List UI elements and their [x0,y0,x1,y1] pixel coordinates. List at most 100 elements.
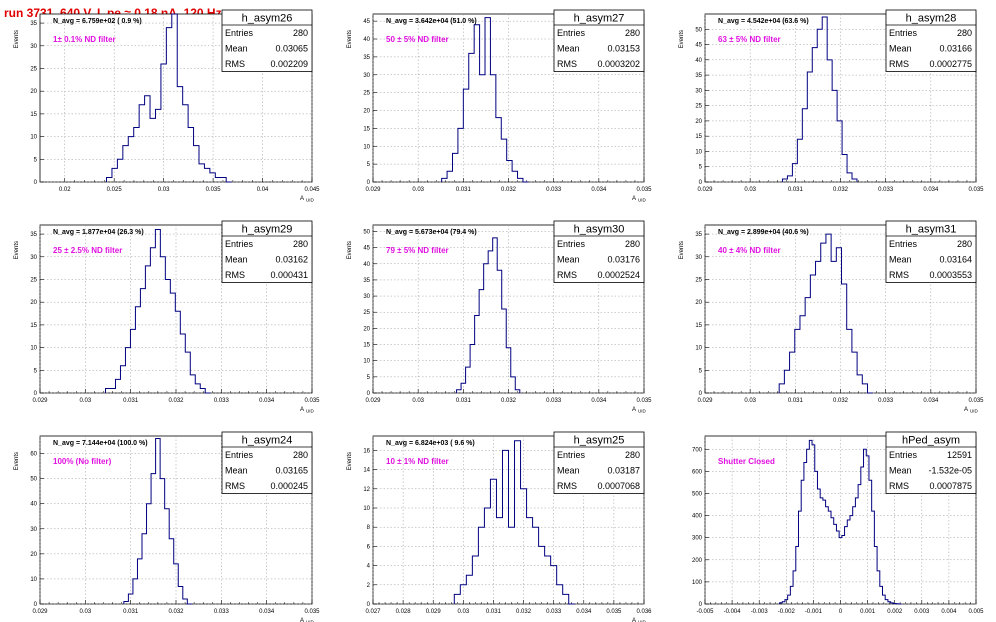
stats-value-mean: 0.03176 [607,255,640,265]
stats-key-rms: RMS [889,481,909,491]
y-tick-label: 0 [34,180,38,186]
x-tick-label: 0.03 [79,609,91,615]
histogram-series-h_asym29 [105,229,211,394]
y-tick-label: 10 [30,346,37,352]
stats-box [553,220,645,283]
x-tick-label: 0.032 [501,398,517,404]
navg-label: N_avg = 4.542e+04 (63.6 %) [718,18,809,25]
y-tick-label: 15 [695,323,702,329]
y-tick-label: 700 [692,447,703,453]
x-axis-title: A UID [300,618,315,622]
y-tick-label: 25 [30,66,37,72]
stats-box [221,431,313,494]
y-tick-label: 500 [692,491,703,497]
histogram-panel-hPed_asym: -0.005 -0.004 -0.003 -0.002 -0.001 0 0.001 0.00… [692,431,984,615]
x-tick-label: 0.034 [591,187,607,193]
stats-key-entries: Entries [557,28,586,38]
stats-box [885,220,977,283]
y-tick-label: 25 [695,277,702,283]
x-tick-label: -0.003 [751,609,769,615]
stats-title: h_asym29 [242,224,293,236]
y-tick-label: 20 [30,300,37,306]
histogram-panel-h_asym29: 0.029 0.03 0.031 0.032 0.033 0.034 0.035 0 5 10 15… [14,220,320,414]
y-tick-label: 5 [699,165,703,171]
y-tick-label: 5 [699,368,703,374]
x-tick-label: 0.027 [365,609,381,615]
histogram-panel-h_asym24: 0.029 0.03 0.031 0.032 0.033 0.034 0.035 0 10 20 3… [14,431,320,622]
stats-value-entries: 280 [957,239,972,249]
y-tick-label: 20 [30,89,37,95]
y-tick-label: 0 [34,391,38,397]
stats-key-mean: Mean [557,466,580,476]
stats-value-entries: 280 [293,28,308,38]
x-tick-label: 0.035 [304,398,320,404]
stats-key-rms: RMS [557,481,577,491]
histogram-series-hPed_asym [779,439,902,605]
stats-key-rms: RMS [225,270,245,280]
stats-value-mean: 0.03164 [939,255,972,265]
x-tick-label: 0.005 [968,609,984,615]
stats-key-mean: Mean [225,44,248,54]
stats-key-rms: RMS [225,59,245,69]
y-tick-label: 5 [367,375,371,381]
y-axis-title: Events [347,30,353,48]
x-tick-label: 0.04 [257,187,269,193]
filter-label: 100% (No filter) [53,457,112,466]
stats-value-entries: 280 [625,28,640,38]
stats-value-mean: 0.03162 [275,255,308,265]
y-tick-label: 4 [367,564,371,570]
x-tick-label: 0.031 [456,398,472,404]
stats-key-entries: Entries [889,28,918,38]
stats-title: h_asym26 [242,13,293,25]
y-tick-label: 20 [363,326,370,332]
stats-value-rms: 0.0003553 [929,270,972,280]
navg-label: N_avg = 6.824e+03 ( 9.6 %) [386,440,475,447]
y-tick-label: 30 [30,527,37,533]
x-tick-label: 0.004 [941,609,957,615]
stats-title: h_asym28 [906,13,957,25]
stats-box [553,431,645,494]
x-tick-label: 0.033 [214,398,230,404]
y-axis-title: Events [347,452,353,470]
x-tick-label: 0.035 [304,609,320,615]
x-tick-label: 0.036 [636,609,652,615]
stats-value-rms: 0.0007068 [597,481,640,491]
x-tick-label: -0.005 [696,609,714,615]
x-tick-label: 0.02 [59,187,71,193]
y-tick-label: 5 [367,162,371,168]
stats-title: h_asym30 [574,224,625,236]
stats-value-mean: 0.03165 [275,466,308,476]
y-tick-label: 25 [695,104,702,110]
stats-key-rms: RMS [225,481,245,491]
y-tick-label: 60 [30,452,37,458]
navg-label: N_avg = 7.144e+04 (100.0 %) [53,440,148,447]
y-tick-label: 0 [699,180,703,186]
x-tick-label: 0.029 [32,398,48,404]
stats-value-mean: 0.03153 [607,44,640,54]
x-tick-label: 0.031 [456,187,472,193]
y-tick-label: 35 [363,55,370,61]
y-tick-label: 100 [692,580,703,586]
x-tick-label: 0.03 [79,398,91,404]
x-axis-title: A UID [632,618,647,622]
y-tick-label: 40 [30,502,37,508]
y-tick-label: 16 [363,448,370,454]
y-tick-label: 30 [363,73,370,79]
y-tick-label: 35 [30,232,37,238]
histogram-series-h_asym28 [781,16,858,182]
y-tick-label: 400 [692,514,703,520]
y-tick-label: 0 [699,602,703,608]
stats-box [221,9,313,72]
y-tick-label: 10 [30,577,37,583]
y-tick-label: 10 [695,149,702,155]
y-tick-label: 35 [695,73,702,79]
filter-label: 40 ± 4% ND filter [718,246,781,255]
stats-value-rms: 0.000431 [270,270,308,280]
y-tick-label: 600 [692,469,703,475]
x-tick-label: 0.03 [744,187,756,193]
y-tick-label: 30 [363,294,370,300]
y-tick-label: 45 [695,43,702,49]
stats-value-mean: -1.532e-05 [928,466,972,476]
stats-value-rms: 0.002209 [270,59,308,69]
histogram-series-h_asym24 [123,438,192,605]
